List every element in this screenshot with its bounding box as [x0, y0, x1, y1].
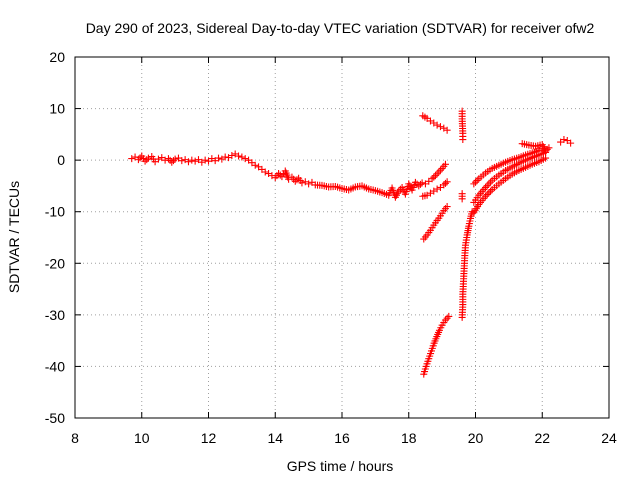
y-tick-label: -40	[45, 358, 65, 374]
x-tick-label: 12	[201, 430, 217, 446]
data-point	[418, 179, 426, 187]
data-point	[436, 123, 444, 131]
data-point	[473, 176, 481, 184]
data-point	[169, 157, 177, 165]
data-point	[443, 314, 451, 322]
x-tick-label: 24	[601, 430, 617, 446]
data-point	[178, 157, 186, 165]
data-point	[154, 155, 162, 163]
data-point	[276, 171, 284, 179]
data-point	[415, 182, 423, 190]
y-tick-label: 20	[49, 49, 65, 65]
y-tick-label: 10	[49, 101, 65, 117]
data-point	[433, 121, 441, 129]
data-point	[141, 157, 149, 165]
data-point	[443, 203, 451, 211]
data-point	[201, 156, 209, 164]
data-point	[433, 185, 441, 193]
data-point	[431, 172, 439, 180]
tick-layer: 8 10 12 14 16 18 20 22 24 -50 -40 -30 -20 -10 0 10 20	[45, 49, 617, 446]
data-point	[545, 144, 553, 152]
x-tick-label: 20	[468, 430, 484, 446]
data-points	[128, 107, 575, 378]
data-point	[136, 154, 144, 162]
data-point	[445, 312, 453, 320]
data-point	[485, 189, 493, 197]
data-point	[483, 182, 491, 190]
data-point	[560, 136, 568, 144]
x-tick-label: 14	[267, 430, 283, 446]
data-point	[215, 154, 223, 162]
data-point	[261, 168, 269, 176]
data-point	[430, 173, 438, 181]
data-point	[128, 155, 136, 163]
data-point	[436, 166, 444, 174]
data-point	[251, 161, 259, 169]
data-point	[435, 168, 443, 176]
data-point	[567, 139, 575, 147]
data-point	[291, 177, 299, 185]
data-point	[298, 179, 306, 187]
data-point	[441, 160, 449, 168]
data-point	[171, 155, 179, 163]
data-point	[144, 154, 152, 162]
chart-title: Day 290 of 2023, Sidereal Day-to-day VTE…	[86, 20, 595, 36]
data-point	[470, 180, 478, 188]
data-point	[482, 192, 490, 200]
x-tick-label: 8	[71, 430, 79, 446]
data-point	[440, 181, 448, 189]
data-point	[543, 145, 551, 153]
y-axis-label: SDTVAR / TECUs	[6, 181, 22, 293]
y-tick-label: -10	[45, 204, 65, 220]
data-point	[443, 178, 451, 186]
x-axis-label: GPS time / hours	[287, 458, 394, 474]
data-point	[143, 156, 151, 164]
data-point	[293, 176, 301, 184]
data-point	[433, 170, 441, 178]
data-point	[487, 187, 495, 195]
data-point	[487, 178, 495, 186]
data-point	[241, 155, 249, 163]
data-point	[238, 153, 246, 161]
y-tick-label: -20	[45, 255, 65, 271]
data-point	[191, 157, 199, 165]
data-point	[441, 179, 449, 187]
x-tick-label: 16	[334, 430, 350, 446]
data-point	[184, 158, 192, 166]
data-point	[459, 136, 467, 144]
data-point	[305, 180, 313, 188]
data-point	[483, 191, 491, 199]
data-point	[485, 180, 493, 188]
data-point	[235, 152, 243, 160]
data-point	[228, 152, 236, 160]
y-tick-label: 0	[57, 152, 65, 168]
data-point	[458, 190, 466, 198]
x-tick-label: 22	[534, 430, 550, 446]
data-point	[188, 156, 196, 164]
y-tick-label: -50	[45, 410, 65, 426]
x-tick-label: 10	[134, 430, 150, 446]
data-point	[542, 154, 550, 162]
x-tick-label: 18	[401, 430, 417, 446]
data-point	[443, 126, 451, 134]
data-point	[542, 147, 550, 155]
data-point	[168, 158, 176, 166]
data-point	[472, 178, 479, 186]
data-point	[428, 175, 436, 183]
grid-layer	[75, 57, 609, 418]
y-tick-label: -30	[45, 307, 65, 323]
data-point	[468, 208, 476, 216]
